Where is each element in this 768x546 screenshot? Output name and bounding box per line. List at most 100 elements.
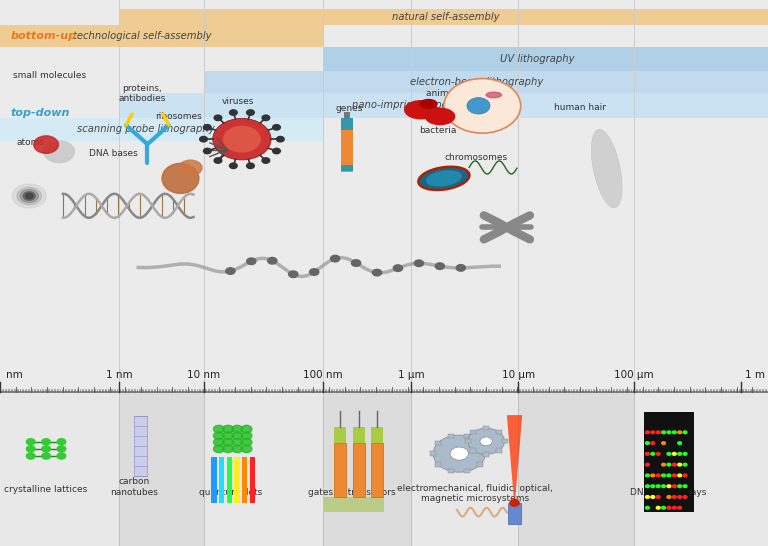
Circle shape <box>678 442 682 444</box>
Circle shape <box>662 431 665 434</box>
Circle shape <box>678 431 682 434</box>
Circle shape <box>41 439 51 445</box>
Bar <box>341 117 353 173</box>
Circle shape <box>41 453 51 459</box>
Text: small molecules: small molecules <box>13 71 87 80</box>
Text: animal cells: animal cells <box>426 89 480 98</box>
Text: DNA microarrays: DNA microarrays <box>630 488 707 497</box>
Circle shape <box>684 496 687 498</box>
Circle shape <box>289 271 298 277</box>
Bar <box>435 441 441 445</box>
Circle shape <box>678 496 682 498</box>
Circle shape <box>200 136 207 142</box>
Bar <box>323 328 768 344</box>
Circle shape <box>645 474 649 477</box>
Circle shape <box>678 506 682 509</box>
Circle shape <box>510 500 519 506</box>
Circle shape <box>223 126 261 153</box>
Bar <box>344 112 350 117</box>
Circle shape <box>673 442 676 444</box>
Bar <box>323 47 768 70</box>
Text: crystalline lattices: crystalline lattices <box>5 485 88 494</box>
Circle shape <box>241 432 252 440</box>
Circle shape <box>12 184 46 208</box>
Bar <box>448 469 454 473</box>
Circle shape <box>34 136 58 153</box>
Bar <box>496 448 502 453</box>
Bar <box>465 434 471 438</box>
Circle shape <box>44 141 74 163</box>
Circle shape <box>232 432 243 440</box>
Bar <box>119 392 204 546</box>
Circle shape <box>450 447 468 460</box>
Bar <box>465 469 471 473</box>
Circle shape <box>247 258 256 264</box>
Circle shape <box>673 463 676 466</box>
Circle shape <box>650 463 654 466</box>
Bar <box>250 456 255 503</box>
Text: carbon
nanotubes: carbon nanotubes <box>111 477 158 497</box>
Circle shape <box>656 485 660 488</box>
Circle shape <box>230 110 237 115</box>
Circle shape <box>662 485 665 488</box>
Circle shape <box>645 453 649 455</box>
Circle shape <box>223 425 233 433</box>
Circle shape <box>656 506 660 509</box>
Circle shape <box>678 463 682 466</box>
Circle shape <box>662 453 665 455</box>
Circle shape <box>262 115 270 121</box>
Circle shape <box>673 474 676 477</box>
Circle shape <box>656 431 660 434</box>
Bar <box>211 456 217 503</box>
Circle shape <box>23 192 35 200</box>
Bar <box>435 462 441 467</box>
Text: gates of transistors: gates of transistors <box>308 488 396 497</box>
Bar <box>204 70 768 93</box>
Text: bacteria: bacteria <box>419 126 456 135</box>
Circle shape <box>650 442 654 444</box>
Circle shape <box>645 442 649 444</box>
Bar <box>0 376 323 392</box>
Circle shape <box>57 439 66 445</box>
Ellipse shape <box>162 163 199 193</box>
Bar <box>134 416 147 476</box>
Bar <box>371 428 383 443</box>
Bar <box>353 443 365 497</box>
Circle shape <box>645 463 649 466</box>
Bar <box>334 428 346 443</box>
Circle shape <box>214 438 224 446</box>
Circle shape <box>645 496 649 498</box>
Ellipse shape <box>420 99 437 108</box>
Circle shape <box>25 193 33 199</box>
Polygon shape <box>507 415 522 508</box>
Bar <box>508 503 521 525</box>
Bar <box>0 26 323 47</box>
Circle shape <box>241 425 252 433</box>
Circle shape <box>223 438 233 446</box>
Circle shape <box>650 485 654 488</box>
Bar <box>470 430 476 434</box>
Bar <box>502 439 508 443</box>
Text: viruses: viruses <box>222 97 254 106</box>
Circle shape <box>662 506 665 509</box>
Bar <box>465 439 471 443</box>
Circle shape <box>372 269 382 276</box>
Circle shape <box>214 158 222 163</box>
Circle shape <box>667 453 671 455</box>
Text: nano-imprint lithography: nano-imprint lithography <box>353 100 477 110</box>
Text: atoms: atoms <box>17 138 45 146</box>
Circle shape <box>667 442 671 444</box>
Bar <box>371 443 383 497</box>
Bar <box>430 452 436 456</box>
Circle shape <box>223 432 233 440</box>
Circle shape <box>213 118 271 160</box>
Bar <box>482 452 488 456</box>
Circle shape <box>684 485 687 488</box>
Circle shape <box>673 431 676 434</box>
Text: chromosomes: chromosomes <box>445 153 508 162</box>
Ellipse shape <box>405 101 437 119</box>
Bar <box>411 392 518 546</box>
Text: proteins,
antibodies: proteins, antibodies <box>118 84 166 103</box>
Text: natural self-assembly: natural self-assembly <box>392 12 499 22</box>
Bar <box>119 93 768 117</box>
